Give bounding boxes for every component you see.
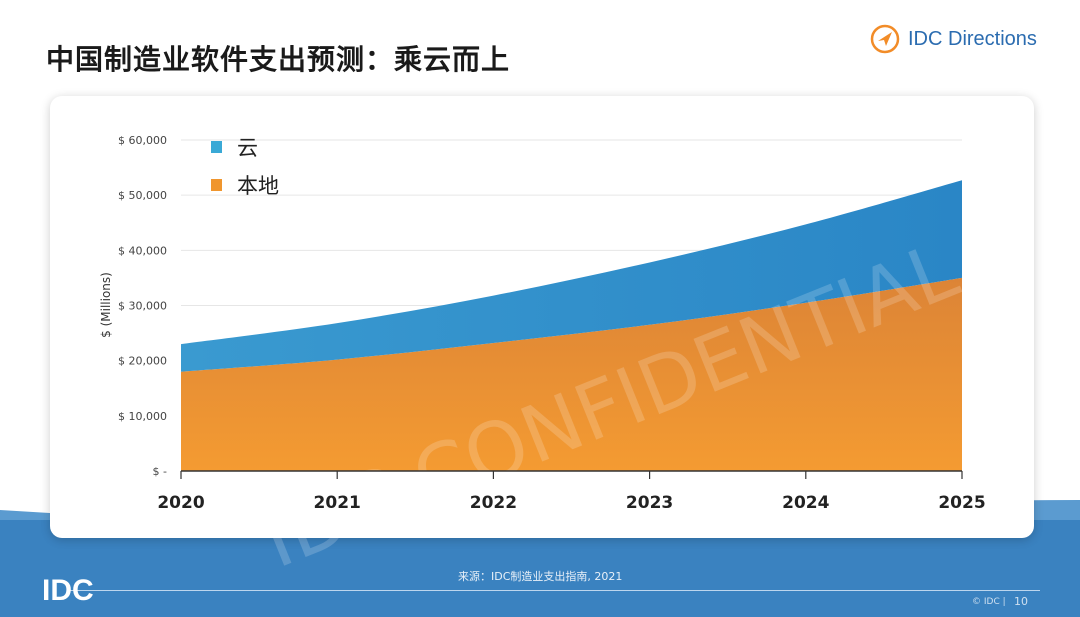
y-tick-label: $ 60,000 [118, 134, 167, 147]
slide-title: 中国制造业软件支出预测：乘云而上 [46, 43, 511, 76]
legend-label: 本地 [237, 174, 279, 198]
y-axis-label: $ (Millions) [99, 272, 113, 338]
area-series-cloud [181, 180, 962, 372]
area-series-local [181, 277, 962, 471]
source-note: 来源：IDC制造业支出指南, 2021 [458, 570, 623, 583]
idc-footer-logo: IDC [42, 574, 94, 607]
y-tick-label: $ 50,000 [118, 189, 167, 202]
copyright: © IDC | [972, 597, 1006, 607]
y-tick-label: $ - [153, 465, 167, 478]
brand-name: IDC Directions [908, 27, 1037, 50]
x-tick-label: 2025 [938, 493, 985, 513]
compass-icon [870, 24, 900, 54]
y-tick-label: $ 30,000 [118, 300, 167, 313]
x-tick-label: 2023 [626, 493, 673, 513]
x-tick-label: 2021 [314, 493, 361, 513]
y-tick-label: $ 40,000 [118, 244, 167, 257]
footer-divider [70, 590, 1040, 591]
legend-swatch [211, 141, 222, 153]
page-number: 10 [1014, 595, 1028, 608]
x-tick-label: 2020 [157, 493, 204, 513]
x-tick-label: 2024 [782, 493, 829, 513]
y-tick-label: $ 10,000 [118, 410, 167, 423]
brand-logo: IDC Directions [870, 24, 1037, 54]
y-tick-label: $ 20,000 [118, 355, 167, 368]
legend-swatch [211, 179, 222, 191]
legend-label: 云 [237, 136, 258, 160]
x-tick-label: 2022 [470, 493, 517, 513]
